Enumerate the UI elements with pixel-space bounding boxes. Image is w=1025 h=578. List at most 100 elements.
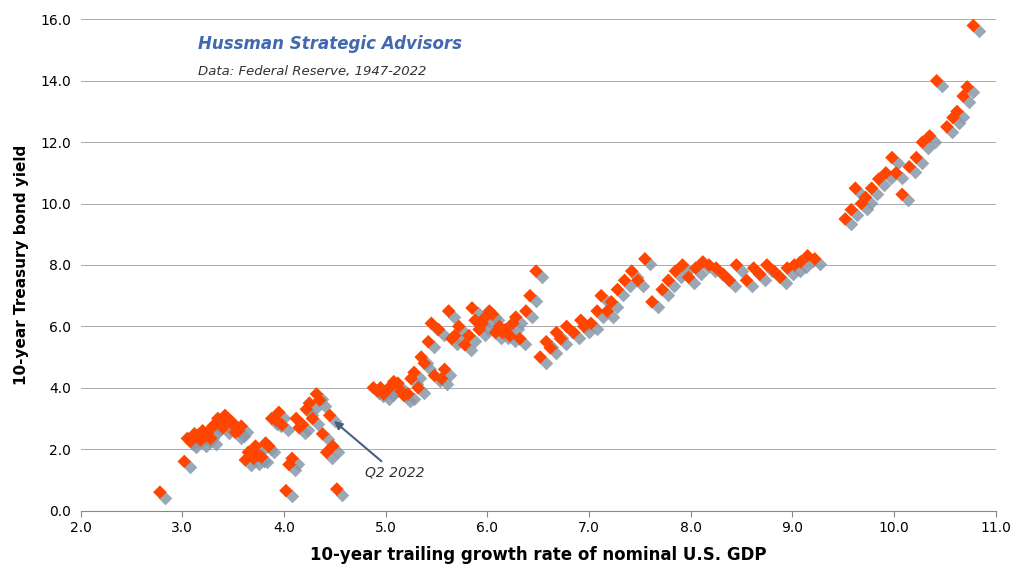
Point xyxy=(306,404,323,413)
Point xyxy=(184,439,201,449)
Point xyxy=(772,272,788,281)
Point xyxy=(693,269,709,278)
Point xyxy=(843,220,859,229)
Point xyxy=(385,377,402,386)
Point xyxy=(934,81,950,91)
Point xyxy=(192,435,208,444)
Point xyxy=(593,291,610,301)
Point xyxy=(715,269,732,279)
Point xyxy=(480,324,496,334)
Point xyxy=(182,437,199,446)
Point xyxy=(552,334,569,343)
Point xyxy=(309,390,325,399)
Point xyxy=(484,309,500,318)
Point xyxy=(772,273,788,282)
Point xyxy=(382,381,399,391)
Point xyxy=(157,493,173,502)
Point xyxy=(434,374,450,383)
Point xyxy=(589,306,606,316)
Point xyxy=(629,272,646,281)
Point xyxy=(745,264,762,273)
Point xyxy=(190,431,206,440)
Point xyxy=(481,306,497,316)
Point xyxy=(884,153,900,162)
Point xyxy=(390,379,406,388)
Point xyxy=(207,420,223,429)
Point xyxy=(894,190,910,199)
Point xyxy=(457,340,474,350)
Point xyxy=(393,386,409,395)
Point xyxy=(609,285,625,294)
Point xyxy=(470,325,487,334)
Point xyxy=(286,465,302,475)
Point xyxy=(800,251,816,261)
Text: Hussman Strategic Advisors: Hussman Strategic Advisors xyxy=(198,35,461,53)
Point xyxy=(927,137,943,146)
Point xyxy=(751,269,768,279)
Point xyxy=(314,395,330,404)
Point xyxy=(369,386,385,395)
Point xyxy=(226,420,242,429)
Point xyxy=(797,263,814,272)
Point xyxy=(190,438,206,447)
Point xyxy=(533,272,549,281)
Point xyxy=(548,328,565,337)
Point xyxy=(227,428,243,437)
X-axis label: 10-year trailing growth rate of nominal U.S. GDP: 10-year trailing growth rate of nominal … xyxy=(310,546,767,564)
Point xyxy=(727,281,743,291)
Point xyxy=(490,315,506,324)
Point xyxy=(511,334,528,343)
Point xyxy=(437,365,453,374)
Point xyxy=(758,260,775,269)
Point xyxy=(188,442,204,451)
Point xyxy=(477,331,493,340)
Point xyxy=(240,447,256,457)
Point xyxy=(518,306,534,316)
Point xyxy=(573,316,589,325)
Point xyxy=(381,395,398,404)
Point xyxy=(451,322,467,331)
Point xyxy=(945,113,961,123)
Point xyxy=(474,318,490,328)
Point xyxy=(257,439,274,448)
Point xyxy=(208,439,224,449)
Point xyxy=(284,454,300,463)
Point xyxy=(205,433,221,442)
Point xyxy=(901,162,917,171)
Point xyxy=(603,297,619,306)
Point xyxy=(283,491,299,501)
Point xyxy=(487,328,503,337)
Point xyxy=(863,184,879,193)
Point xyxy=(870,175,887,184)
Point xyxy=(426,371,443,380)
Point xyxy=(688,264,704,273)
Point xyxy=(379,385,396,394)
Point xyxy=(237,455,253,465)
Point xyxy=(510,324,527,334)
Point xyxy=(371,388,387,398)
Point xyxy=(299,425,316,435)
Point xyxy=(713,269,730,278)
Point xyxy=(654,285,670,294)
Point xyxy=(289,460,305,469)
Point xyxy=(200,432,216,441)
Point xyxy=(812,260,828,269)
Point xyxy=(623,266,640,276)
Point xyxy=(444,334,460,343)
Point xyxy=(473,321,489,331)
Point xyxy=(483,318,499,327)
Point xyxy=(588,324,605,334)
Point xyxy=(250,451,266,460)
Point xyxy=(622,281,639,291)
Point xyxy=(497,327,514,336)
Point xyxy=(681,273,697,282)
Point xyxy=(643,260,659,269)
Point xyxy=(375,392,392,401)
Point xyxy=(375,390,392,399)
Point xyxy=(532,353,548,362)
Point xyxy=(327,416,343,425)
Point xyxy=(599,306,615,316)
Point xyxy=(239,427,255,436)
Point xyxy=(888,168,904,177)
Point xyxy=(428,324,445,334)
